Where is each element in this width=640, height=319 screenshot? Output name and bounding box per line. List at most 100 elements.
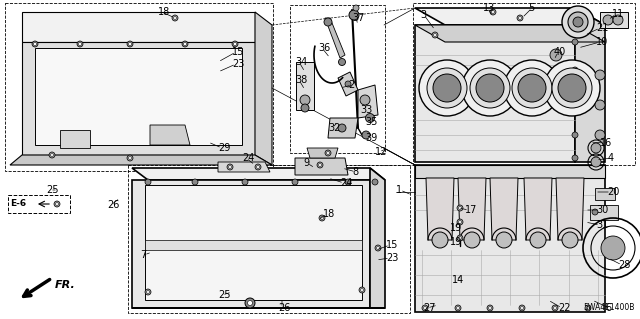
Text: 4: 4 (608, 153, 614, 163)
Circle shape (591, 157, 601, 167)
Circle shape (517, 15, 523, 21)
Circle shape (455, 305, 461, 311)
Circle shape (248, 300, 253, 306)
Circle shape (173, 17, 177, 19)
Circle shape (129, 157, 131, 160)
Polygon shape (60, 130, 90, 148)
Circle shape (552, 68, 592, 108)
Text: 29: 29 (218, 143, 230, 153)
Circle shape (129, 42, 131, 46)
Polygon shape (556, 178, 584, 240)
Circle shape (33, 42, 36, 46)
Circle shape (595, 130, 605, 140)
Polygon shape (22, 12, 255, 42)
Circle shape (544, 60, 600, 116)
Polygon shape (145, 185, 362, 300)
Circle shape (56, 203, 58, 205)
Circle shape (192, 179, 198, 185)
Text: 26: 26 (107, 200, 120, 210)
Polygon shape (415, 165, 605, 312)
Text: E-6: E-6 (10, 199, 26, 209)
Polygon shape (132, 180, 370, 308)
Circle shape (521, 307, 524, 309)
Circle shape (227, 164, 233, 170)
Text: 12: 12 (375, 147, 387, 157)
Circle shape (603, 15, 613, 25)
Circle shape (79, 42, 81, 46)
Circle shape (419, 60, 475, 116)
Circle shape (459, 221, 461, 223)
Circle shape (457, 235, 463, 241)
Circle shape (242, 179, 248, 185)
Circle shape (257, 166, 259, 168)
Circle shape (245, 298, 255, 308)
Text: 18: 18 (158, 7, 170, 17)
Polygon shape (295, 158, 348, 175)
Text: 2: 2 (348, 80, 355, 90)
Text: 15: 15 (386, 240, 398, 250)
Circle shape (345, 179, 351, 185)
Circle shape (459, 207, 461, 209)
Circle shape (377, 247, 380, 249)
Text: 27: 27 (423, 303, 435, 313)
Circle shape (184, 42, 186, 46)
Circle shape (424, 307, 426, 309)
Polygon shape (10, 155, 272, 165)
Polygon shape (338, 72, 358, 96)
Circle shape (432, 232, 448, 248)
Polygon shape (415, 25, 575, 162)
Polygon shape (524, 178, 552, 240)
Circle shape (434, 33, 436, 36)
Circle shape (255, 164, 261, 170)
Circle shape (562, 232, 578, 248)
Circle shape (492, 11, 494, 13)
Circle shape (568, 12, 588, 32)
Text: 11: 11 (612, 9, 624, 19)
Circle shape (232, 41, 238, 47)
Circle shape (487, 305, 493, 311)
Bar (296, 62, 314, 110)
Text: 39: 39 (365, 133, 377, 143)
Polygon shape (150, 125, 190, 145)
Circle shape (572, 99, 578, 105)
Circle shape (338, 124, 346, 132)
Bar (595, 188, 615, 200)
Circle shape (365, 114, 374, 122)
Circle shape (339, 58, 346, 65)
Text: 18: 18 (323, 209, 335, 219)
Text: 15: 15 (232, 47, 244, 57)
Circle shape (572, 39, 578, 45)
Text: 3: 3 (420, 10, 426, 20)
Bar (590, 205, 618, 220)
Text: 6: 6 (605, 303, 611, 313)
Circle shape (476, 74, 504, 102)
Circle shape (172, 15, 178, 21)
Circle shape (512, 68, 552, 108)
Polygon shape (415, 25, 605, 42)
Text: 23: 23 (232, 59, 244, 69)
Circle shape (51, 154, 53, 156)
Circle shape (585, 305, 591, 311)
Circle shape (572, 155, 578, 161)
Circle shape (558, 74, 586, 102)
Circle shape (321, 217, 323, 219)
Text: 25: 25 (46, 185, 58, 195)
Text: 36: 36 (318, 43, 330, 53)
Polygon shape (328, 118, 358, 138)
Text: 14: 14 (452, 275, 464, 285)
Circle shape (592, 209, 598, 215)
Circle shape (554, 307, 556, 309)
Text: 25: 25 (218, 290, 230, 300)
Circle shape (552, 305, 558, 311)
Polygon shape (426, 178, 454, 240)
Text: 17: 17 (465, 205, 477, 215)
Text: FR.: FR. (55, 280, 76, 290)
Circle shape (595, 100, 605, 110)
Circle shape (595, 70, 605, 80)
Circle shape (127, 41, 133, 47)
Circle shape (300, 95, 310, 105)
Circle shape (228, 166, 231, 168)
Polygon shape (255, 12, 272, 165)
Text: 16: 16 (600, 138, 612, 148)
Text: 37: 37 (352, 13, 364, 23)
